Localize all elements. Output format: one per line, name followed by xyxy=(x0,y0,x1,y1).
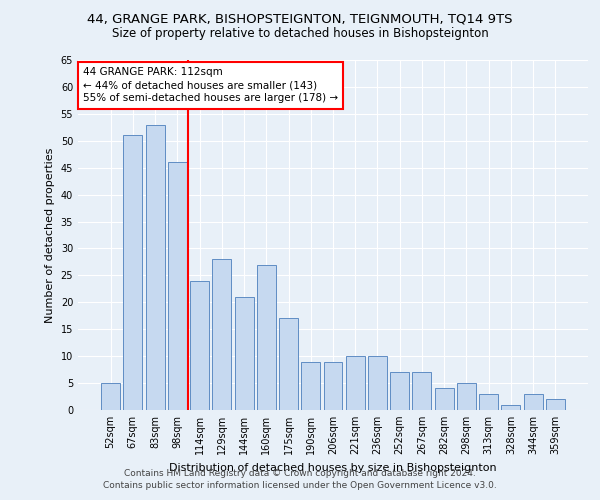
Y-axis label: Number of detached properties: Number of detached properties xyxy=(45,148,55,322)
Text: Size of property relative to detached houses in Bishopsteignton: Size of property relative to detached ho… xyxy=(112,28,488,40)
Bar xyxy=(257,264,276,410)
Bar xyxy=(457,383,476,410)
Bar xyxy=(435,388,454,410)
Bar xyxy=(190,281,209,410)
Bar xyxy=(168,162,187,410)
Bar xyxy=(479,394,498,410)
Bar xyxy=(412,372,431,410)
Bar xyxy=(546,399,565,410)
Text: 44 GRANGE PARK: 112sqm
← 44% of detached houses are smaller (143)
55% of semi-de: 44 GRANGE PARK: 112sqm ← 44% of detached… xyxy=(83,67,338,104)
Bar xyxy=(146,124,164,410)
Bar xyxy=(346,356,365,410)
Bar xyxy=(279,318,298,410)
Bar xyxy=(101,383,120,410)
Bar xyxy=(368,356,387,410)
Text: Contains HM Land Registry data © Crown copyright and database right 2024.
Contai: Contains HM Land Registry data © Crown c… xyxy=(103,468,497,490)
Bar xyxy=(524,394,542,410)
Bar xyxy=(502,404,520,410)
Bar xyxy=(390,372,409,410)
Bar xyxy=(323,362,343,410)
Bar xyxy=(124,136,142,410)
Bar xyxy=(301,362,320,410)
Bar xyxy=(235,297,254,410)
Bar xyxy=(212,259,231,410)
Text: 44, GRANGE PARK, BISHOPSTEIGNTON, TEIGNMOUTH, TQ14 9TS: 44, GRANGE PARK, BISHOPSTEIGNTON, TEIGNM… xyxy=(87,12,513,26)
X-axis label: Distribution of detached houses by size in Bishopsteignton: Distribution of detached houses by size … xyxy=(169,462,497,472)
